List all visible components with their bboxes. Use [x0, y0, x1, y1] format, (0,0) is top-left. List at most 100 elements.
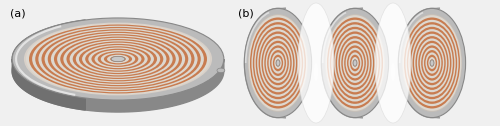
Polygon shape	[244, 8, 286, 118]
Ellipse shape	[107, 55, 129, 63]
Ellipse shape	[24, 23, 212, 96]
Ellipse shape	[298, 3, 334, 123]
Ellipse shape	[402, 15, 462, 111]
Ellipse shape	[352, 57, 358, 69]
Ellipse shape	[350, 55, 360, 71]
Ellipse shape	[273, 55, 283, 71]
Ellipse shape	[79, 44, 157, 74]
Ellipse shape	[391, 63, 395, 81]
Ellipse shape	[110, 56, 126, 62]
Ellipse shape	[57, 35, 179, 83]
Ellipse shape	[54, 34, 182, 84]
Ellipse shape	[274, 57, 281, 69]
Ellipse shape	[104, 54, 132, 65]
Ellipse shape	[420, 43, 444, 83]
Ellipse shape	[257, 29, 299, 97]
Ellipse shape	[256, 27, 300, 99]
Ellipse shape	[338, 36, 372, 90]
Ellipse shape	[353, 59, 357, 67]
Ellipse shape	[375, 3, 411, 123]
Text: (a): (a)	[10, 8, 26, 18]
Ellipse shape	[268, 48, 287, 78]
Ellipse shape	[76, 43, 160, 75]
Ellipse shape	[398, 8, 466, 118]
Ellipse shape	[264, 41, 291, 85]
Ellipse shape	[410, 27, 455, 99]
Ellipse shape	[272, 52, 284, 74]
Ellipse shape	[426, 52, 438, 74]
Ellipse shape	[248, 14, 308, 112]
Ellipse shape	[418, 41, 446, 85]
Ellipse shape	[327, 18, 383, 108]
Ellipse shape	[417, 38, 447, 88]
Ellipse shape	[35, 27, 201, 91]
Ellipse shape	[267, 45, 289, 81]
Ellipse shape	[402, 14, 462, 112]
Ellipse shape	[314, 63, 318, 81]
Ellipse shape	[412, 32, 452, 94]
Ellipse shape	[326, 15, 384, 111]
Ellipse shape	[263, 38, 293, 88]
Ellipse shape	[12, 30, 224, 112]
Ellipse shape	[248, 15, 308, 111]
Ellipse shape	[98, 51, 138, 67]
Ellipse shape	[253, 22, 303, 104]
Ellipse shape	[421, 45, 443, 81]
Ellipse shape	[411, 29, 453, 97]
Ellipse shape	[94, 50, 142, 68]
Ellipse shape	[82, 45, 154, 73]
Ellipse shape	[48, 32, 188, 86]
Ellipse shape	[427, 55, 437, 71]
Ellipse shape	[424, 50, 440, 76]
Ellipse shape	[270, 50, 286, 76]
Ellipse shape	[260, 34, 296, 92]
Ellipse shape	[276, 59, 280, 67]
Ellipse shape	[85, 46, 151, 72]
Ellipse shape	[407, 22, 457, 104]
Ellipse shape	[344, 45, 366, 81]
Ellipse shape	[430, 60, 434, 66]
Polygon shape	[398, 8, 440, 118]
Ellipse shape	[416, 36, 448, 90]
Ellipse shape	[346, 48, 364, 78]
Ellipse shape	[44, 30, 192, 87]
Ellipse shape	[51, 33, 185, 85]
Ellipse shape	[428, 57, 436, 69]
Ellipse shape	[244, 8, 312, 118]
Ellipse shape	[111, 56, 125, 62]
Polygon shape	[12, 20, 86, 110]
Ellipse shape	[217, 68, 225, 73]
Ellipse shape	[330, 22, 380, 104]
Ellipse shape	[348, 52, 362, 74]
Ellipse shape	[340, 38, 370, 88]
Ellipse shape	[92, 49, 144, 69]
Ellipse shape	[276, 60, 280, 66]
Ellipse shape	[252, 20, 304, 106]
Ellipse shape	[337, 34, 373, 92]
Ellipse shape	[422, 48, 442, 78]
Ellipse shape	[60, 37, 176, 81]
Ellipse shape	[336, 32, 374, 94]
Ellipse shape	[347, 50, 363, 76]
Ellipse shape	[101, 52, 135, 66]
Ellipse shape	[29, 24, 207, 93]
Ellipse shape	[88, 48, 148, 71]
Ellipse shape	[66, 39, 170, 79]
Ellipse shape	[322, 8, 388, 118]
Ellipse shape	[430, 59, 434, 67]
Ellipse shape	[414, 34, 450, 92]
Ellipse shape	[12, 18, 224, 100]
Polygon shape	[322, 8, 363, 118]
Ellipse shape	[32, 26, 204, 92]
Ellipse shape	[332, 27, 378, 99]
Ellipse shape	[72, 41, 164, 77]
Ellipse shape	[266, 43, 290, 83]
Ellipse shape	[42, 29, 194, 89]
Ellipse shape	[70, 40, 166, 78]
Ellipse shape	[325, 14, 385, 112]
Ellipse shape	[250, 18, 306, 108]
Ellipse shape	[38, 28, 198, 90]
Ellipse shape	[64, 38, 172, 80]
Ellipse shape	[342, 43, 367, 83]
Ellipse shape	[26, 23, 210, 95]
